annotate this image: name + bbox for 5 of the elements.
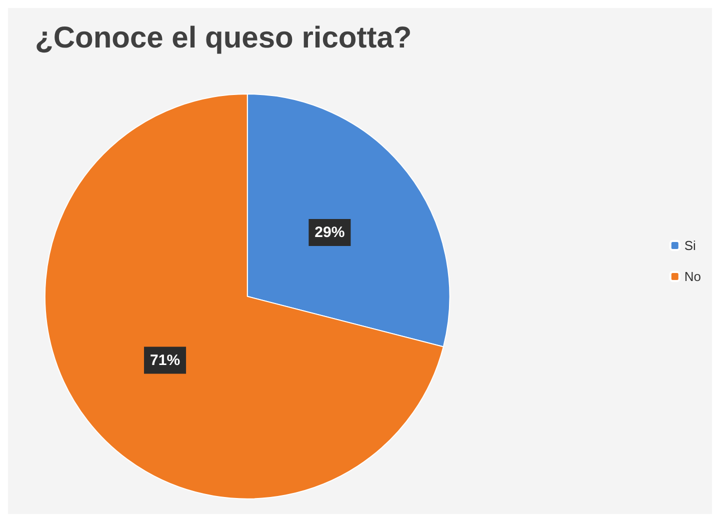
legend-label: Si <box>684 238 696 253</box>
data-label: 29% <box>314 224 345 242</box>
chart-title: ¿Conoce el queso ricotta? <box>35 22 412 54</box>
legend-label: No <box>684 269 702 284</box>
data-label: 71% <box>150 352 180 369</box>
